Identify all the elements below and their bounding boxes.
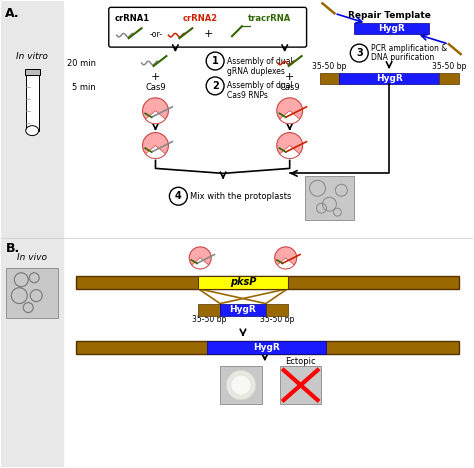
Circle shape (350, 44, 368, 62)
Text: Assembly of dual
Cas9 RNPs: Assembly of dual Cas9 RNPs (227, 81, 293, 100)
Text: In vitro: In vitro (16, 51, 48, 60)
Wedge shape (280, 146, 300, 159)
Text: 35-50 bp: 35-50 bp (431, 63, 466, 72)
Text: HygR: HygR (229, 305, 256, 314)
Text: HygR: HygR (378, 24, 405, 33)
Text: HygR: HygR (376, 74, 402, 83)
Text: 35-50 bp: 35-50 bp (192, 315, 227, 324)
Text: Mix with the protoplasts: Mix with the protoplasts (190, 192, 292, 201)
Wedge shape (192, 258, 209, 269)
Text: pksP: pksP (230, 277, 256, 287)
Text: 5 min: 5 min (72, 83, 96, 92)
Bar (439, 73, 459, 84)
Text: 35-50 bp: 35-50 bp (260, 315, 294, 324)
Bar (339, 73, 439, 84)
Text: +: + (151, 72, 160, 82)
Bar (1, 1, 63, 467)
Bar (26, 75, 39, 131)
Wedge shape (146, 111, 165, 124)
Text: Cas9: Cas9 (145, 83, 166, 92)
Text: +: + (285, 72, 294, 82)
Bar (207, 341, 327, 354)
Text: Cas9: Cas9 (279, 83, 300, 92)
Text: Ectopic: Ectopic (285, 357, 316, 366)
Wedge shape (189, 247, 211, 269)
Text: Assembly of dual
gRNA duplexes: Assembly of dual gRNA duplexes (227, 57, 293, 76)
Ellipse shape (26, 125, 39, 136)
Text: +: + (203, 29, 213, 39)
Bar (198, 304, 220, 315)
Text: crRNA1: crRNA1 (115, 14, 150, 23)
Text: A.: A. (5, 7, 20, 20)
Text: crRNA2: crRNA2 (182, 14, 218, 23)
FancyBboxPatch shape (109, 7, 307, 47)
Bar (76, 341, 459, 354)
Wedge shape (146, 146, 165, 159)
Wedge shape (277, 258, 294, 269)
Bar (354, 23, 429, 34)
Bar (305, 176, 354, 220)
Wedge shape (277, 98, 302, 124)
Bar (198, 276, 288, 289)
Circle shape (169, 187, 187, 205)
Circle shape (206, 77, 224, 95)
Bar (76, 276, 459, 289)
Wedge shape (143, 98, 168, 124)
Bar (220, 366, 262, 404)
Text: Repair Template: Repair Template (347, 11, 430, 20)
Text: In vivo: In vivo (17, 253, 47, 263)
Text: 35-50 bp: 35-50 bp (312, 63, 346, 72)
Bar (6, 268, 58, 317)
Bar (25, 69, 40, 75)
Circle shape (226, 370, 256, 400)
Wedge shape (277, 132, 302, 159)
Text: -or-: -or- (150, 29, 163, 39)
Text: PCR amplification &: PCR amplification & (371, 44, 447, 52)
Bar (319, 73, 339, 84)
Bar (280, 366, 321, 404)
Wedge shape (275, 247, 297, 269)
Text: 2: 2 (212, 81, 219, 91)
Text: 1: 1 (212, 56, 219, 66)
Bar (220, 304, 266, 315)
Circle shape (206, 52, 224, 70)
Text: 3: 3 (356, 48, 363, 58)
Text: HygR: HygR (254, 344, 280, 352)
Wedge shape (143, 132, 168, 159)
Text: DNA purification: DNA purification (371, 52, 435, 62)
Circle shape (231, 375, 251, 395)
Text: tracrRNA: tracrRNA (248, 14, 292, 23)
Text: B.: B. (5, 242, 19, 255)
Text: 20 min: 20 min (67, 58, 96, 67)
Text: 4: 4 (175, 191, 182, 201)
Wedge shape (280, 111, 300, 124)
Bar (266, 304, 288, 315)
